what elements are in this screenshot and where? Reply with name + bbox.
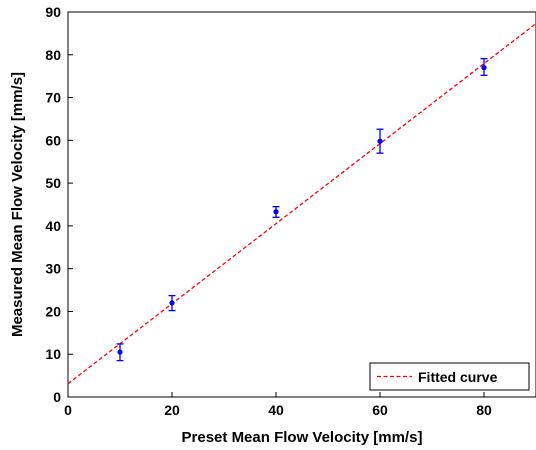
fitted-curve-line [67,23,536,385]
y-tick-label: 80 [45,47,61,63]
y-tick-label: 70 [45,90,61,106]
data-point-group [116,343,124,362]
y-tick-label: 30 [45,261,61,277]
data-point [117,349,123,355]
data-point-group [480,57,488,76]
legend-label-fitted-curve: Fitted curve [418,369,498,385]
data-point [273,209,279,215]
y-tick-label: 10 [45,346,61,362]
y-tick-label: 50 [45,175,61,191]
data-point-group [168,294,176,312]
x-tick-label: 40 [268,402,284,418]
plot-frame [67,11,536,398]
axis-ticks: 0 20 40 60 80 0 10 20 30 40 50 60 70 80 90 [45,4,492,418]
data-points-layer [116,57,488,362]
plot-area [67,11,536,398]
y-tick-label: 0 [53,389,61,405]
x-tick-label: 20 [164,402,180,418]
x-tick-label: 80 [476,402,492,418]
y-axis-label: Measured Mean Flow Velocity [mm/s] [9,72,26,337]
fit-line-layer [67,23,536,385]
y-tick-label: 90 [45,4,61,20]
y-tick-label: 40 [45,218,61,234]
y-tick-label: 60 [45,132,61,148]
data-point [169,300,175,306]
data-point-group [272,205,280,218]
x-tick-label: 60 [372,402,388,418]
data-point-group [376,128,384,154]
x-axis-label: Preset Mean Flow Velocity [mm/s] [182,429,423,446]
legend: Fitted curve [369,362,530,391]
x-tick-label: 0 [64,402,72,418]
data-point [481,65,487,71]
data-point [377,138,383,144]
y-tick-label: 20 [45,303,61,319]
